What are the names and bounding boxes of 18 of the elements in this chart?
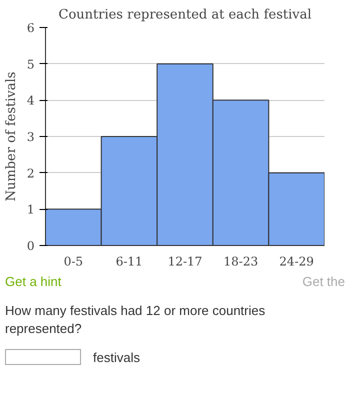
y-tick-label: 1: [26, 202, 35, 217]
y-axis-title: Number of festivals: [4, 72, 19, 202]
y-tick-label: 4: [26, 94, 35, 108]
text: Get a hint: [5, 273, 62, 291]
text: How many festivals had 12 or more countries represented?: [5, 302, 266, 338]
y-tick-label: 5: [26, 57, 35, 72]
text: Get the: [302, 273, 345, 291]
x-tick-label: 18-23: [224, 254, 258, 268]
text: festivals: [93, 348, 140, 367]
x-tick-label: 0-5: [64, 254, 84, 268]
y-tick-label: 2: [26, 166, 35, 180]
y-tick-label: 6: [26, 21, 35, 35]
y-tick-label: 0: [26, 239, 35, 253]
chart-title: Countries represented at each festival: [58, 8, 312, 22]
y-tick-label: 3: [26, 130, 35, 144]
x-tick-label: 6-11: [116, 254, 143, 268]
x-tick-label: 24-29: [279, 254, 314, 268]
x-tick-label: 12-17: [168, 254, 202, 268]
